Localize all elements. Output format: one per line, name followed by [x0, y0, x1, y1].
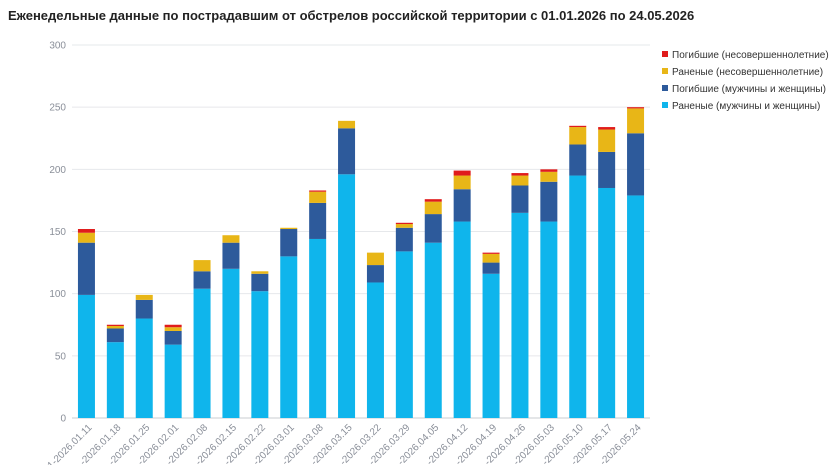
bar-segment[interactable] — [309, 191, 327, 203]
bar-segment[interactable] — [164, 344, 182, 418]
legend-item-label[interactable]: Раненые (мужчины и женщины) — [672, 101, 820, 112]
bar-segment[interactable] — [453, 189, 471, 222]
bar-segment[interactable] — [77, 232, 95, 243]
bar-segment[interactable] — [193, 288, 211, 418]
y-tick-label: 150 — [49, 227, 66, 238]
bar-segment[interactable] — [569, 125, 587, 128]
y-tick-label: 100 — [49, 289, 66, 300]
bar-segment[interactable] — [424, 199, 442, 202]
bar-segment[interactable] — [77, 242, 95, 295]
y-tick-label: 250 — [49, 103, 66, 114]
bar-segment[interactable] — [164, 324, 182, 328]
bar-segment[interactable] — [511, 175, 529, 186]
bar-segment[interactable] — [222, 235, 240, 243]
bar-segment[interactable] — [482, 273, 500, 418]
bar-segment[interactable] — [453, 170, 471, 176]
grid-lines — [72, 44, 650, 419]
bar-segment[interactable] — [280, 227, 298, 230]
legend-swatch — [662, 102, 668, 108]
legend-item-label[interactable]: Погибшие (мужчины и женщины) — [672, 83, 826, 95]
bar-segment[interactable] — [193, 271, 211, 289]
bar-segment[interactable] — [482, 262, 500, 274]
bar-segment[interactable] — [569, 127, 587, 145]
bar-segment[interactable] — [222, 268, 240, 418]
bar-segment[interactable] — [106, 328, 124, 343]
y-axis: 0 50 100 150 200 250 300 — [49, 41, 66, 425]
bar-segment[interactable] — [106, 325, 124, 329]
bar-segment[interactable] — [482, 252, 500, 254]
bar-segment[interactable] — [395, 222, 413, 225]
bar-segment[interactable] — [511, 185, 529, 213]
legend-swatch — [662, 68, 668, 74]
bar-segment[interactable] — [424, 201, 442, 215]
bar-segment[interactable] — [338, 120, 356, 129]
bar-segment[interactable] — [251, 273, 269, 292]
bar-segment[interactable] — [309, 202, 327, 239]
bar-segment[interactable] — [164, 330, 182, 345]
bar-segment[interactable] — [627, 133, 645, 196]
bar-segment[interactable] — [540, 169, 558, 172]
bar-segment[interactable] — [366, 252, 384, 266]
bar-segment[interactable] — [164, 327, 182, 331]
bar-segment[interactable] — [627, 195, 645, 418]
bar-segment[interactable] — [135, 299, 153, 319]
bar-segment[interactable] — [424, 242, 442, 418]
bar-segment[interactable] — [627, 108, 645, 134]
bar-segment[interactable] — [309, 190, 327, 192]
bar-segment[interactable] — [453, 221, 471, 418]
y-tick-label: 300 — [49, 41, 66, 52]
legend-item-label[interactable]: Погибшие (несовершеннолетние) — [672, 49, 829, 61]
bar-segment[interactable] — [540, 171, 558, 182]
legend-item-label[interactable]: Раненые (несовершеннолетние) — [672, 67, 823, 78]
bar-segment[interactable] — [598, 127, 616, 130]
bar-segment[interactable] — [106, 324, 124, 326]
legend: Погибшие (несовершеннолетние) Раненые (не… — [662, 49, 829, 112]
bar-segment[interactable] — [569, 144, 587, 176]
bar-segment[interactable] — [77, 229, 95, 233]
y-tick-label: 200 — [49, 165, 66, 176]
bar-segment[interactable] — [482, 253, 500, 263]
bar-segment[interactable] — [135, 318, 153, 418]
bar-segment[interactable] — [193, 260, 211, 272]
bar-segment[interactable] — [511, 173, 529, 176]
bar-segment[interactable] — [395, 224, 413, 228]
bar-segment[interactable] — [366, 282, 384, 418]
bar-segment[interactable] — [598, 187, 616, 418]
bar-segment[interactable] — [598, 151, 616, 188]
bar-segment[interactable] — [627, 107, 645, 109]
y-tick-label: 50 — [55, 351, 67, 362]
bar-segment[interactable] — [309, 238, 327, 418]
x-axis: 01-2026.01.11-2026.01.18-2026.01.25-2026… — [42, 422, 644, 465]
bar-segment[interactable] — [395, 251, 413, 418]
bars — [77, 107, 645, 418]
bar-segment[interactable] — [222, 242, 240, 269]
bar-segment[interactable] — [569, 175, 587, 418]
bar-segment[interactable] — [395, 227, 413, 252]
bar-segment[interactable] — [77, 294, 95, 418]
bar-segment[interactable] — [453, 175, 471, 190]
bar-segment[interactable] — [540, 181, 558, 222]
chart-title: Еженедельные данные по пострадавшим от о… — [8, 8, 695, 23]
bar-segment[interactable] — [366, 265, 384, 283]
y-tick-label: 0 — [60, 414, 66, 425]
legend-swatch — [662, 51, 668, 57]
bar-segment[interactable] — [280, 256, 298, 418]
bar-segment[interactable] — [106, 342, 124, 418]
bar-segment[interactable] — [598, 129, 616, 152]
bar-segment[interactable] — [338, 128, 356, 175]
bar-segment[interactable] — [251, 271, 269, 274]
bar-segment[interactable] — [280, 229, 298, 257]
legend-swatch — [662, 85, 668, 91]
bar-segment[interactable] — [540, 221, 558, 418]
bar-segment[interactable] — [338, 174, 356, 418]
bar-segment[interactable] — [251, 291, 269, 418]
bar-segment[interactable] — [511, 212, 529, 418]
bar-segment[interactable] — [424, 214, 442, 243]
bar-segment[interactable] — [135, 294, 153, 300]
